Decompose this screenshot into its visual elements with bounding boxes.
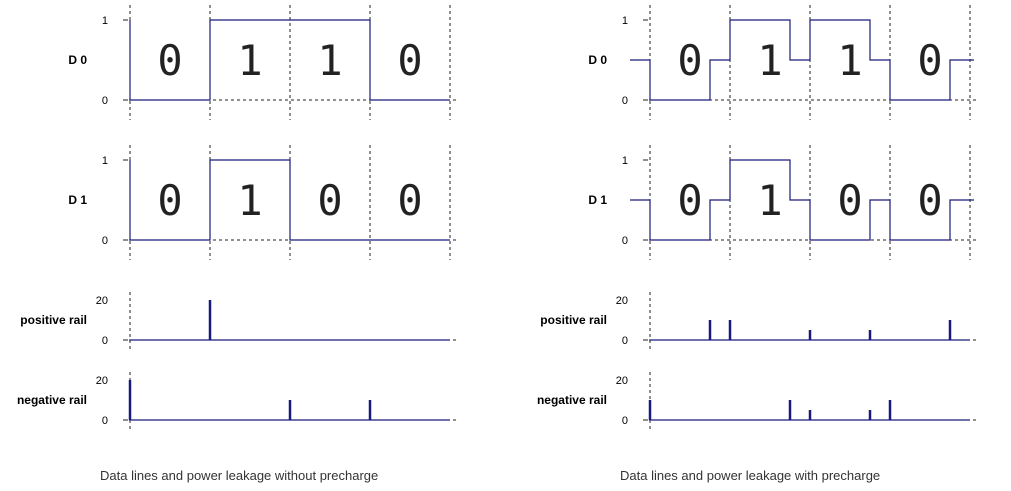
- row-label: D 0: [68, 53, 87, 67]
- bit-digit: 1: [237, 36, 262, 85]
- bit-digit: 1: [837, 36, 862, 85]
- row-label: negative rail: [17, 393, 87, 407]
- row-label: D 1: [588, 193, 607, 207]
- row-label: D 0: [588, 53, 607, 67]
- bit-digit: 0: [157, 176, 182, 225]
- bit-digit: 0: [317, 176, 342, 225]
- rail-2: positive rail 20 0: [20, 292, 458, 350]
- y-tick-label: 1: [102, 15, 108, 27]
- waveform: [630, 159, 974, 241]
- y-tick-label: 0: [102, 335, 108, 347]
- y-tick-label: 0: [102, 415, 108, 427]
- bit-digit: 1: [237, 176, 262, 225]
- y-tick-label: 1: [102, 155, 108, 167]
- data-line-1: D 1 1 0 0 1 0 0: [68, 145, 458, 260]
- y-tick-label: 20: [96, 295, 108, 307]
- row-label: positive rail: [540, 313, 607, 327]
- rail-3: negative rail 20 0: [17, 372, 458, 430]
- bit-digit: 0: [917, 176, 942, 225]
- y-tick-label: 0: [622, 95, 628, 107]
- panel-caption: Data lines and power leakage with precha…: [620, 468, 880, 483]
- data-line-0: D 0 1 0 0 1 1 0: [68, 5, 458, 120]
- bit-digit: 0: [397, 176, 422, 225]
- data-line-1: D 1 1 0 0 1 0 0: [588, 145, 978, 260]
- bit-digit: 1: [757, 176, 782, 225]
- y-tick-label: 0: [622, 235, 628, 247]
- panel-caption: Data lines and power leakage without pre…: [100, 468, 378, 483]
- waveform: [630, 19, 974, 101]
- bit-digit: 0: [677, 176, 702, 225]
- waveform: [129, 159, 450, 241]
- bit-digit: 0: [677, 36, 702, 85]
- y-tick-label: 0: [102, 235, 108, 247]
- row-label: negative rail: [537, 393, 607, 407]
- waveform: [129, 19, 450, 101]
- rail-3: negative rail 20 0: [537, 372, 978, 430]
- y-tick-label: 1: [622, 15, 628, 27]
- bit-digit: 1: [757, 36, 782, 85]
- row-label: D 1: [68, 193, 87, 207]
- row-label: positive rail: [20, 313, 87, 327]
- rail-2: positive rail 20 0: [540, 292, 978, 350]
- bit-digit: 0: [157, 36, 182, 85]
- data-line-0: D 0 1 0 0 1 1 0: [588, 5, 978, 120]
- y-tick-label: 1: [622, 155, 628, 167]
- y-tick-label: 20: [96, 375, 108, 387]
- bit-digit: 1: [317, 36, 342, 85]
- y-tick-label: 0: [102, 95, 108, 107]
- y-tick-label: 0: [622, 335, 628, 347]
- bit-digit: 0: [837, 176, 862, 225]
- y-tick-label: 0: [622, 415, 628, 427]
- y-tick-label: 20: [616, 295, 628, 307]
- bit-digit: 0: [917, 36, 942, 85]
- y-tick-label: 20: [616, 375, 628, 387]
- bit-digit: 0: [397, 36, 422, 85]
